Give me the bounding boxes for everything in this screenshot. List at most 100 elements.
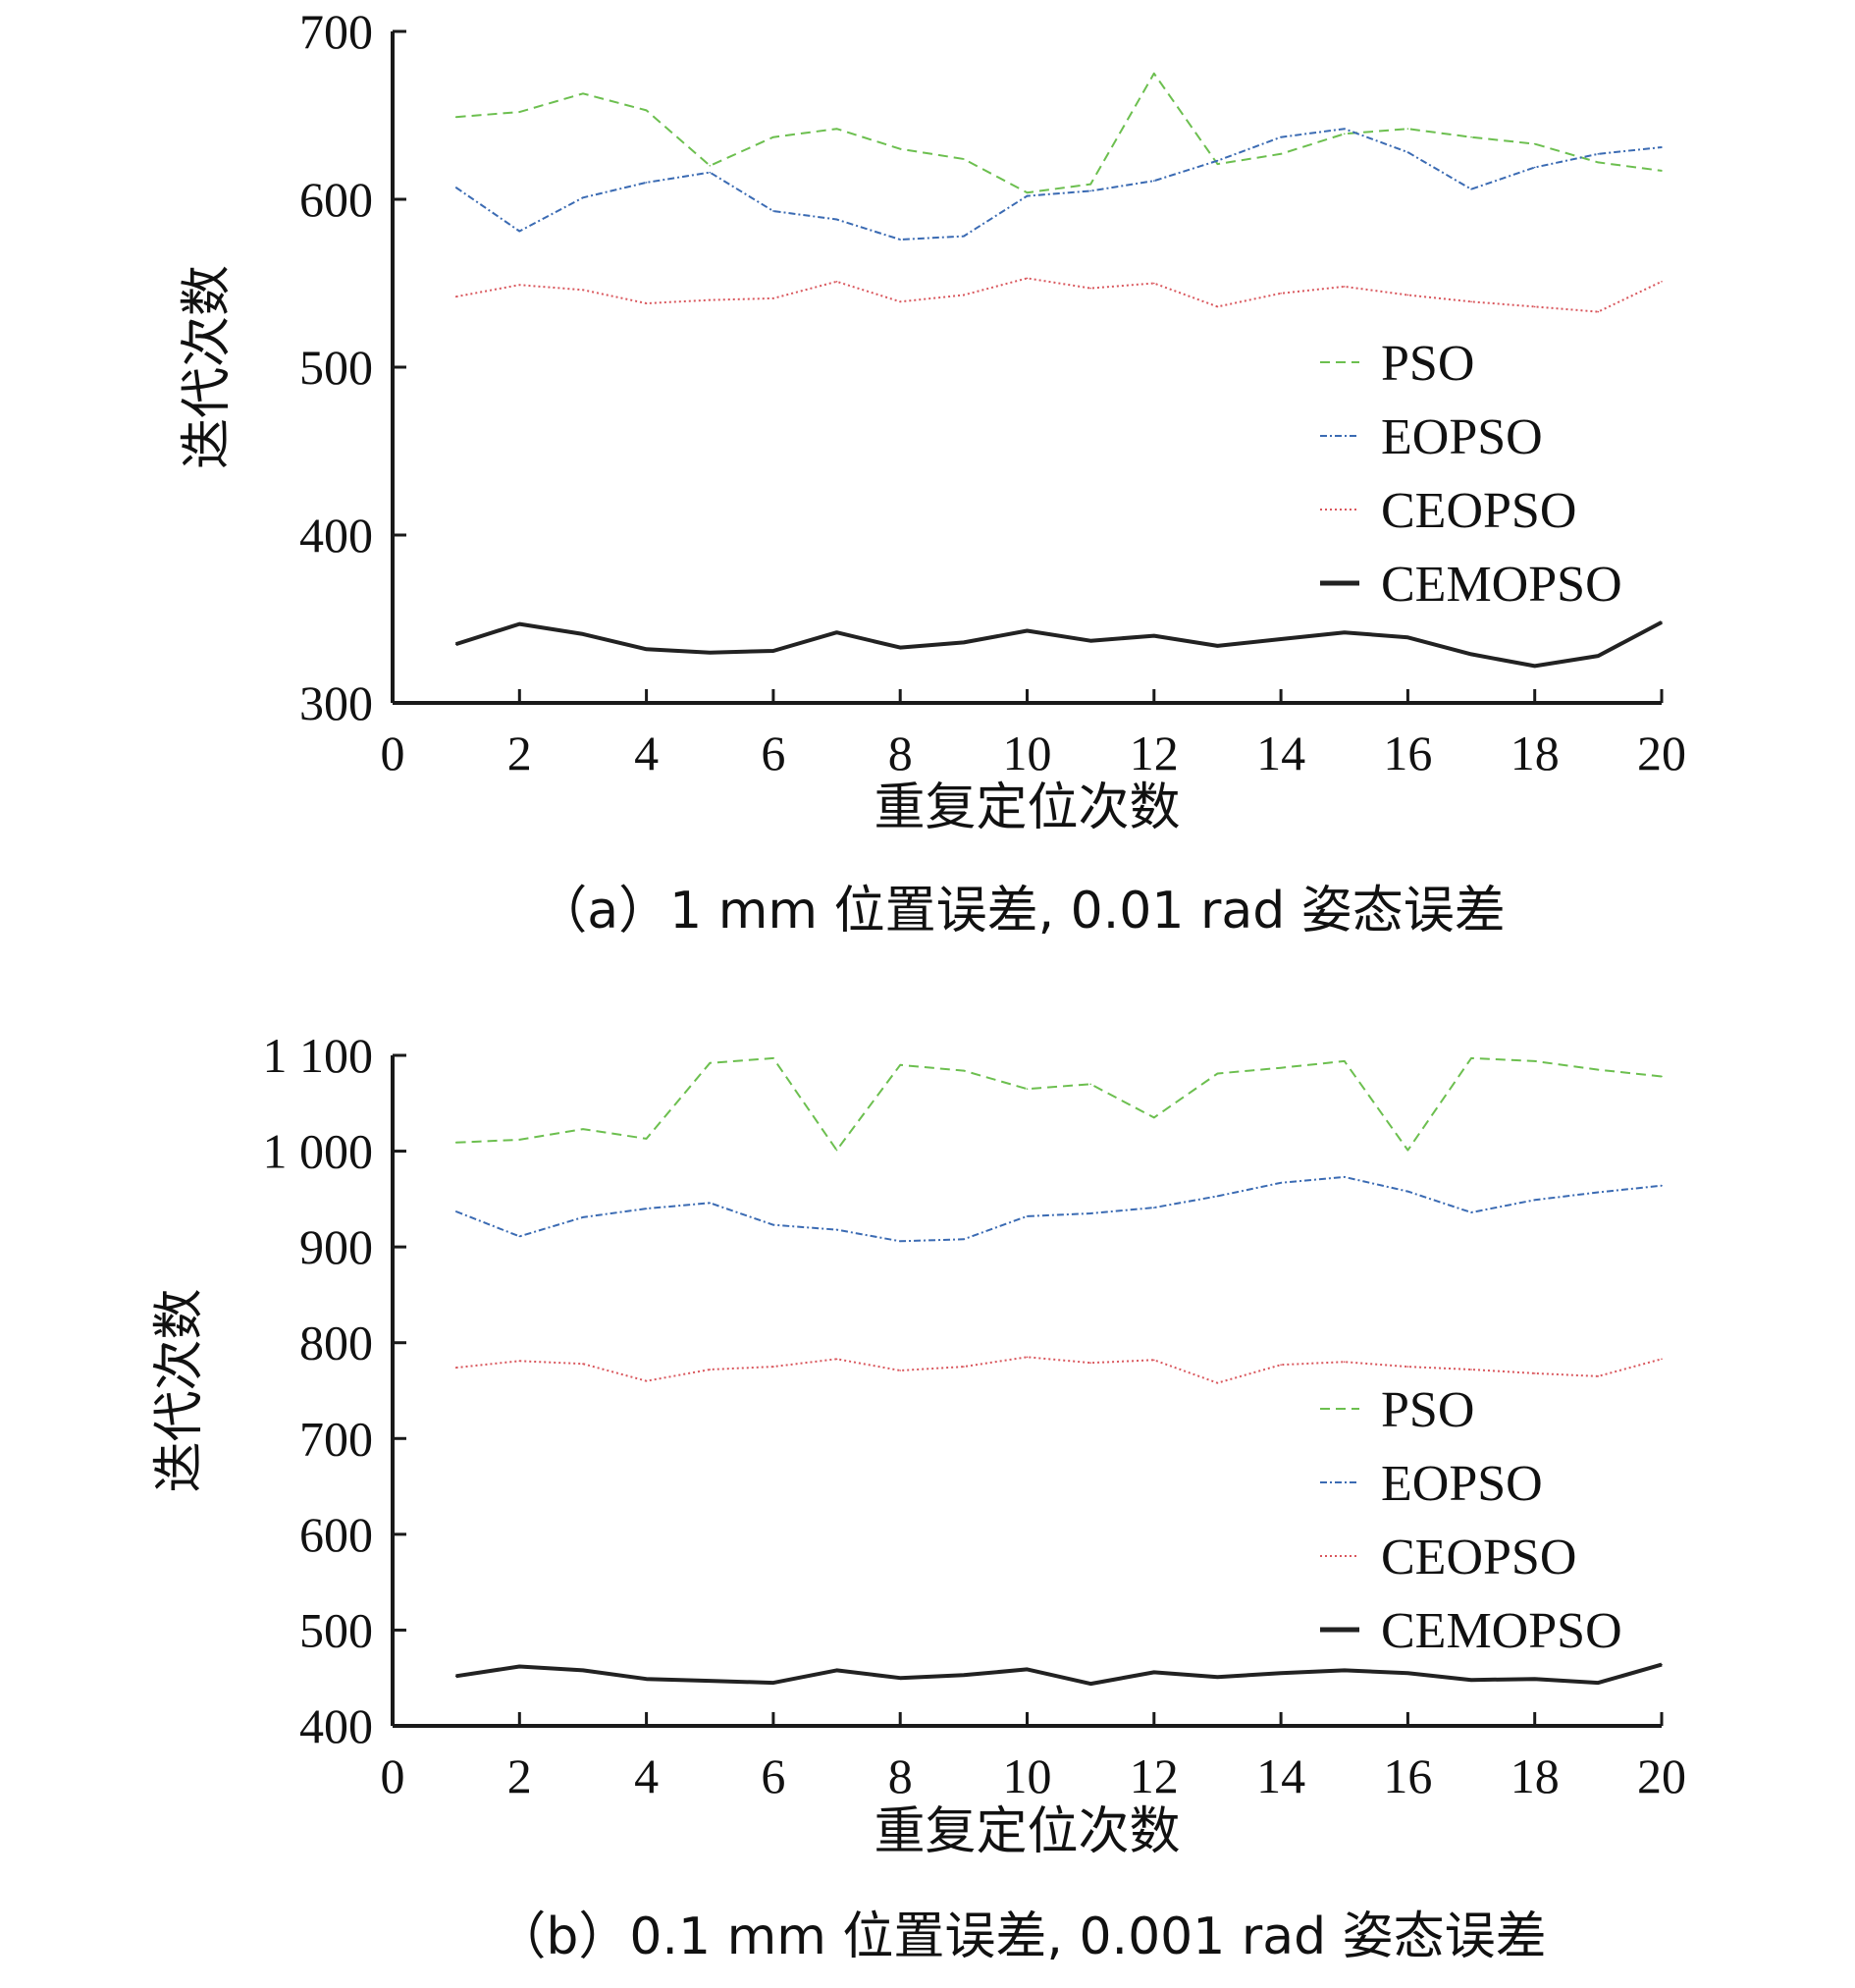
- x-tick-label-b: 4: [634, 1748, 659, 1803]
- data-point-cemopso-b: [1089, 1683, 1091, 1685]
- data-point-eopso-b: [1533, 1199, 1536, 1202]
- series-line-eopso-a: [455, 128, 1663, 241]
- x-tick-label-a: 8: [888, 725, 913, 780]
- data-point-pso-a: [1661, 170, 1663, 172]
- x-tick-label-b: 12: [1130, 1748, 1179, 1803]
- data-point-ceopso-b: [709, 1369, 712, 1370]
- data-point-ceopso-a: [835, 280, 838, 283]
- data-point-cemopso-b: [1026, 1668, 1029, 1671]
- data-point-cemopso-b: [899, 1677, 901, 1680]
- data-point-ceopso-b: [899, 1370, 901, 1371]
- data-point-cemopso-b: [709, 1680, 712, 1682]
- data-point-cemopso-a: [709, 651, 712, 654]
- data-point-pso-b: [709, 1062, 712, 1064]
- data-point-pso-a: [1470, 135, 1472, 138]
- data-point-pso-b: [1280, 1066, 1282, 1069]
- data-point-pso-b: [963, 1069, 965, 1072]
- data-point-pso-b: [1470, 1057, 1472, 1059]
- data-point-ceopso-b: [1153, 1359, 1155, 1362]
- data-point-cemopso-b: [772, 1682, 774, 1684]
- data-point-ceopso-a: [1661, 280, 1663, 283]
- y-tick-label-b: 800: [299, 1316, 373, 1370]
- data-point-eopso-b: [645, 1208, 648, 1209]
- data-point-eopso-b: [582, 1216, 584, 1218]
- data-point-pso-b: [835, 1149, 838, 1152]
- data-point-cemopso-b: [582, 1669, 584, 1672]
- data-point-ceopso-b: [1280, 1364, 1282, 1366]
- x-tick-label-b: 2: [507, 1748, 532, 1803]
- data-point-ceopso-b: [1216, 1381, 1219, 1384]
- data-point-ceopso-a: [1280, 292, 1282, 295]
- data-point-pso-a: [963, 158, 965, 160]
- data-point-cemopso-b: [1661, 1663, 1663, 1666]
- data-point-cemopso-a: [1026, 629, 1029, 632]
- x-tick-label-a: 18: [1510, 725, 1560, 780]
- data-point-eopso-b: [835, 1228, 838, 1231]
- data-point-ceopso-b: [963, 1366, 965, 1368]
- series-line-eopso-b: [455, 1175, 1663, 1243]
- data-point-ceopso-a: [1153, 282, 1155, 285]
- data-point-cemopso-b: [1153, 1671, 1155, 1674]
- series-line-ceopso-b: [455, 1356, 1663, 1384]
- data-point-eopso-a: [835, 218, 838, 221]
- data-point-eopso-a: [518, 230, 521, 233]
- data-point-pso-a: [772, 135, 774, 138]
- data-point-eopso-b: [1406, 1190, 1409, 1193]
- data-point-pso-b: [582, 1128, 584, 1130]
- data-point-ceopso-b: [1343, 1361, 1346, 1364]
- x-tick-label-a: 0: [381, 725, 405, 780]
- data-point-pso-b: [1026, 1088, 1029, 1090]
- series-line-cemopso-a: [454, 620, 1663, 669]
- data-point-ceopso-b: [772, 1366, 774, 1368]
- data-point-pso-b: [1216, 1072, 1219, 1075]
- legend-label-ceopso-a: CEOPSO: [1381, 483, 1576, 539]
- x-tick-label-a: 14: [1256, 725, 1305, 780]
- data-point-ceopso-a: [963, 294, 965, 296]
- data-point-pso-a: [1533, 142, 1536, 145]
- legend-label-eopso-b: EOPSO: [1381, 1456, 1543, 1512]
- series-line-cemopso-b: [455, 1662, 1663, 1687]
- data-point-eopso-b: [1661, 1184, 1663, 1187]
- y-tick-label-a: 500: [299, 340, 373, 395]
- data-point-eopso-a: [1216, 159, 1219, 162]
- series-line-ceopso-a: [455, 277, 1663, 313]
- data-point-eopso-b: [1280, 1181, 1282, 1184]
- y-tick-label-b: 700: [299, 1411, 373, 1466]
- x-tick-label-a: 10: [1003, 725, 1052, 780]
- data-point-eopso-b: [963, 1238, 965, 1241]
- data-point-eopso-b: [1343, 1176, 1346, 1178]
- data-point-ceopso-b: [1470, 1369, 1472, 1370]
- data-point-ceopso-a: [1470, 300, 1472, 303]
- data-point-ceopso-a: [1406, 294, 1409, 296]
- data-point-pso-a: [518, 111, 521, 113]
- chart-caption-b: （b）0.1 mm 位置误差, 0.001 rad 姿态误差: [495, 1907, 1546, 1966]
- y-tick-label-a: 600: [299, 172, 373, 227]
- data-point-ceopso-b: [1026, 1356, 1029, 1359]
- data-point-eopso-a: [1153, 180, 1155, 182]
- x-tick-label-a: 4: [634, 725, 659, 780]
- data-point-eopso-b: [1153, 1207, 1155, 1209]
- data-point-eopso-a: [1470, 188, 1472, 190]
- legend-label-ceopso-b: CEOPSO: [1381, 1530, 1576, 1585]
- data-point-cemopso-a: [1216, 645, 1219, 647]
- data-point-cemopso-b: [1597, 1682, 1600, 1684]
- data-point-cemopso-a: [1343, 631, 1346, 633]
- data-point-pso-a: [1216, 163, 1219, 165]
- y-tick-label-a: 300: [299, 675, 373, 730]
- x-tick-label-b: 14: [1256, 1748, 1305, 1803]
- legend-label-pso-a: PSO: [1381, 336, 1474, 392]
- data-point-cemopso-a: [645, 648, 648, 651]
- data-point-ceopso-a: [454, 296, 457, 297]
- data-point-cemopso-a: [1661, 621, 1663, 623]
- data-point-ceopso-b: [835, 1358, 838, 1361]
- data-point-cemopso-b: [645, 1678, 648, 1680]
- data-point-pso-b: [454, 1141, 457, 1144]
- data-point-cemopso-a: [772, 650, 774, 652]
- data-point-cemopso-a: [582, 633, 584, 635]
- x-tick-label-a: 20: [1637, 725, 1686, 780]
- y-tick-label-b: 900: [299, 1219, 373, 1274]
- data-point-ceopso-a: [1026, 277, 1029, 280]
- series-line-pso-a: [455, 72, 1663, 194]
- x-tick-label-a: 2: [507, 725, 532, 780]
- data-point-ceopso-b: [518, 1360, 521, 1363]
